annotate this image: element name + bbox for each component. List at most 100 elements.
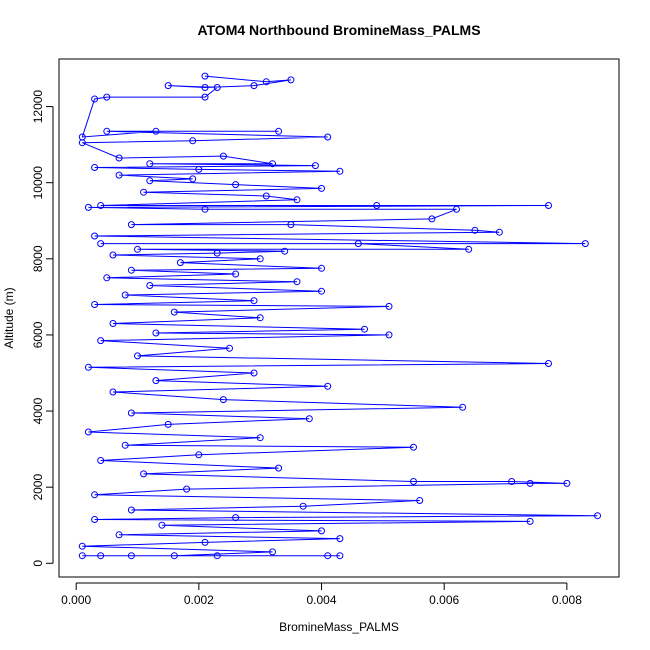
data-point [545,360,552,367]
data-point [127,266,135,274]
data-point [97,202,105,209]
data-point [232,514,240,522]
data-point [78,139,86,147]
data-point [226,344,233,352]
data-point [84,428,92,436]
data-point [84,363,92,371]
data-point [183,485,191,493]
y-tick-label: 10000 [31,166,45,200]
data-point [526,479,534,487]
data-point [293,196,301,204]
data-point [256,434,264,442]
data-point [176,259,184,267]
data-point [250,297,258,305]
data-point [250,82,258,90]
data-point [275,127,283,135]
data-point [91,95,99,103]
data-point [189,137,197,145]
data-point [127,552,135,560]
data-point [275,464,283,472]
data-point [318,264,325,272]
x-axis: 0.000 0.002 0.004 0.006 0.008 [61,582,582,607]
data-point [232,181,240,189]
data-point [336,167,344,175]
data-point [97,457,105,464]
data-point [594,512,601,520]
x-axis-label: BromineMass_PALMS [279,620,399,634]
data-point [103,127,111,135]
data-point [324,133,332,141]
data-point [495,228,503,236]
data-point [471,226,479,234]
x-tick-label: 0.006 [429,593,459,607]
data-point [146,177,154,185]
data-point [195,451,203,459]
data-point [91,301,99,308]
data-point [91,164,99,171]
y-tick-label: 8000 [31,245,45,272]
y-tick-label: 4000 [31,397,45,424]
data-point [262,78,270,86]
data-point [287,221,295,229]
data-point [250,369,258,377]
y-tick-label: 2000 [31,474,45,501]
data-point [336,535,344,543]
data-point [219,396,227,404]
data-point [385,302,393,310]
data-point [195,165,203,173]
data-point [127,221,135,229]
data-point [164,82,172,90]
data-point [385,331,393,339]
data-point [318,527,325,535]
data-point [158,521,166,529]
data-point [318,184,325,192]
x-tick-label: 0.008 [552,593,582,607]
data-point [201,538,209,546]
data-point [140,188,148,196]
data-point [269,548,276,556]
data-point [78,542,86,550]
data-point [354,240,362,248]
data-point [201,72,209,80]
data-point [134,352,141,360]
y-tick-label: 6000 [31,321,45,348]
data-point [201,93,209,101]
data-point [146,282,154,289]
data-point [459,403,467,411]
data-point [127,506,135,514]
x-tick-label: 0.004 [307,593,337,607]
data-point [164,420,172,428]
data-point [84,203,92,211]
data-point [140,470,148,478]
data-point [293,278,301,286]
data-point [103,274,111,282]
data-point [428,215,436,223]
y-tick-label: 0 [31,560,45,567]
data-point [170,552,178,560]
data-point [373,202,381,209]
data-point [410,443,417,451]
data-point [305,415,313,423]
data-point [91,491,99,499]
data-point [152,127,160,135]
data-point [299,502,307,510]
data-point [97,337,105,345]
plot-frame [58,58,620,578]
data-point [318,287,325,295]
data-point [219,152,227,160]
data-point [91,232,99,240]
data-point [213,249,221,257]
data-point [465,245,473,253]
data-point [416,497,424,504]
data-point [152,329,160,337]
data-point [134,245,141,253]
x-tick-label: 0.000 [61,593,91,607]
plot-area [78,72,601,560]
data-point [563,479,571,487]
data-point [336,552,344,560]
data-point [213,84,221,91]
data-point [115,171,123,179]
data-point [324,382,332,390]
